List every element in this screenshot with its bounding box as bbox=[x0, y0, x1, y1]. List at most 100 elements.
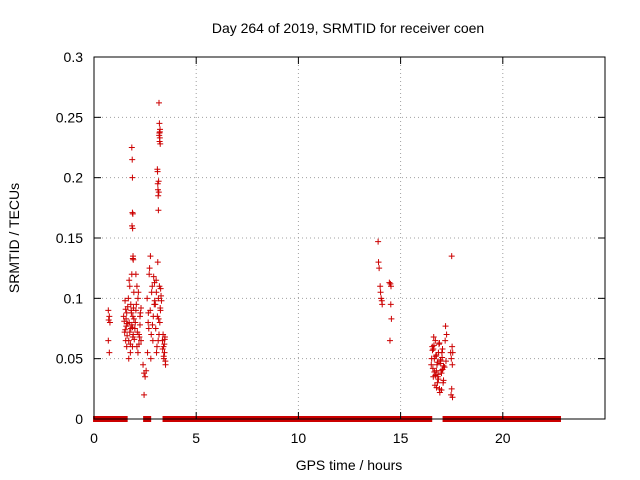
data-point bbox=[386, 279, 393, 286]
data-point bbox=[126, 329, 133, 336]
data-point bbox=[149, 337, 156, 344]
y-tick-label: 0.05 bbox=[56, 351, 83, 367]
data-point bbox=[146, 265, 153, 272]
data-point bbox=[150, 273, 157, 280]
data-point bbox=[149, 321, 156, 328]
data-point bbox=[146, 271, 153, 278]
data-point bbox=[144, 349, 151, 356]
data-point bbox=[142, 373, 149, 380]
data-point bbox=[157, 126, 164, 133]
data-point bbox=[127, 341, 134, 348]
data-point bbox=[153, 277, 160, 284]
y-tick-label: 0.3 bbox=[64, 49, 84, 65]
data-point bbox=[442, 323, 449, 330]
data-point bbox=[126, 283, 133, 290]
data-point bbox=[152, 301, 159, 308]
gridlines bbox=[94, 57, 605, 419]
data-point bbox=[125, 295, 132, 302]
data-point bbox=[449, 349, 456, 356]
data-point bbox=[438, 367, 445, 374]
data-point bbox=[137, 309, 144, 316]
data-point bbox=[129, 209, 136, 216]
data-point bbox=[106, 313, 113, 320]
data-point bbox=[430, 342, 437, 349]
x-tick-label: 5 bbox=[192, 430, 200, 446]
data-point bbox=[122, 326, 129, 333]
data-point bbox=[440, 379, 447, 386]
data-point bbox=[387, 301, 394, 308]
data-point bbox=[437, 360, 444, 367]
data-point bbox=[123, 315, 130, 322]
data-point bbox=[449, 343, 456, 350]
data-point bbox=[128, 144, 135, 151]
data-point bbox=[157, 304, 164, 311]
data-point bbox=[129, 255, 136, 262]
data-point bbox=[375, 259, 382, 266]
data-point bbox=[145, 325, 152, 332]
data-point bbox=[429, 347, 436, 354]
data-point bbox=[144, 295, 151, 302]
data-point bbox=[439, 346, 446, 353]
x-tick-label: 0 bbox=[90, 430, 98, 446]
data-point bbox=[158, 292, 165, 299]
axis-ticks: 0 0.05 0.1 0.15 0.2 0.25 0.3 0 5 10 15 20 bbox=[56, 49, 605, 446]
data-point bbox=[155, 178, 162, 185]
data-point bbox=[132, 271, 139, 278]
data-point bbox=[133, 283, 140, 290]
data-point bbox=[147, 355, 154, 362]
data-point bbox=[122, 297, 129, 304]
data-point bbox=[161, 349, 168, 356]
data-point bbox=[162, 358, 169, 365]
data-point bbox=[155, 315, 162, 322]
data-point bbox=[152, 325, 159, 332]
data-point bbox=[432, 372, 439, 379]
data-point bbox=[129, 156, 136, 163]
data-point bbox=[127, 301, 134, 308]
data-point bbox=[435, 371, 442, 378]
data-point bbox=[136, 321, 143, 328]
data-point bbox=[138, 304, 145, 311]
y-tick-label: 0.15 bbox=[56, 230, 83, 246]
data-point bbox=[436, 339, 443, 346]
data-point bbox=[122, 306, 129, 313]
data-point bbox=[148, 331, 155, 338]
y-tick-label: 0.25 bbox=[56, 109, 83, 125]
data-point bbox=[387, 283, 394, 290]
data-point bbox=[131, 325, 138, 332]
data-point bbox=[448, 355, 455, 362]
data-point bbox=[428, 361, 435, 368]
data-point bbox=[432, 337, 439, 344]
data-point bbox=[153, 349, 160, 356]
data-point bbox=[154, 259, 161, 266]
data-point bbox=[430, 333, 437, 340]
data-point bbox=[105, 337, 112, 344]
data-point bbox=[154, 168, 161, 175]
data-points bbox=[105, 99, 456, 401]
x-tick-label: 10 bbox=[291, 430, 307, 446]
data-point bbox=[388, 315, 395, 322]
data-point bbox=[141, 391, 148, 398]
data-point bbox=[378, 297, 385, 304]
data-point bbox=[127, 349, 134, 356]
data-point bbox=[135, 341, 142, 348]
data-point bbox=[151, 297, 158, 304]
data-point bbox=[132, 319, 139, 326]
data-point bbox=[432, 353, 439, 360]
data-point bbox=[448, 253, 455, 260]
data-point bbox=[449, 361, 456, 368]
data-point bbox=[123, 343, 130, 350]
data-point bbox=[138, 337, 145, 344]
y-tick-label: 0 bbox=[75, 411, 83, 427]
y-tick-label: 0.2 bbox=[64, 170, 84, 186]
data-point bbox=[156, 134, 163, 141]
data-point bbox=[430, 346, 437, 353]
data-point bbox=[106, 319, 113, 326]
data-point bbox=[134, 295, 141, 302]
data-point bbox=[145, 319, 152, 326]
data-point bbox=[157, 140, 164, 147]
data-point bbox=[153, 343, 160, 350]
data-point bbox=[448, 385, 455, 392]
data-point bbox=[386, 337, 393, 344]
data-point bbox=[156, 319, 163, 326]
